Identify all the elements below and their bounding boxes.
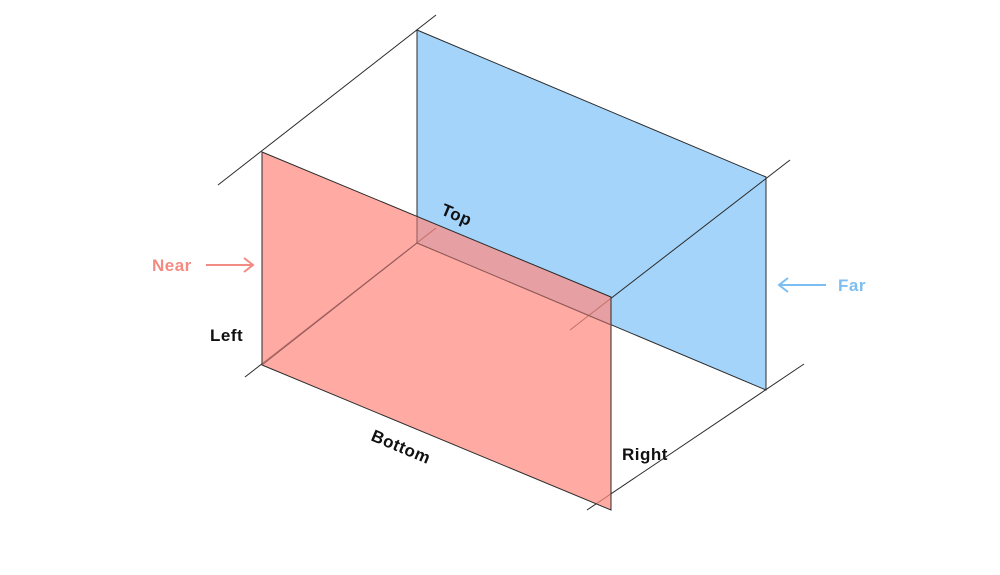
arrow-right-icon [206, 257, 255, 273]
hidden-edge-diagonal [261, 242, 418, 366]
edge-bottom-right [586, 363, 805, 511]
right-label: Right [622, 445, 668, 464]
edge-top-left [217, 14, 437, 186]
far-label: Far [838, 276, 866, 295]
near-label: Near [152, 256, 192, 275]
near-indicator: Near [152, 256, 255, 275]
left-label: Left [210, 326, 243, 345]
near-plane [261, 151, 612, 511]
far-indicator: Far [777, 276, 866, 295]
hidden-edge-far-bottom [416, 242, 612, 326]
arrow-left-icon [777, 277, 826, 293]
hidden-edges [261, 218, 612, 366]
